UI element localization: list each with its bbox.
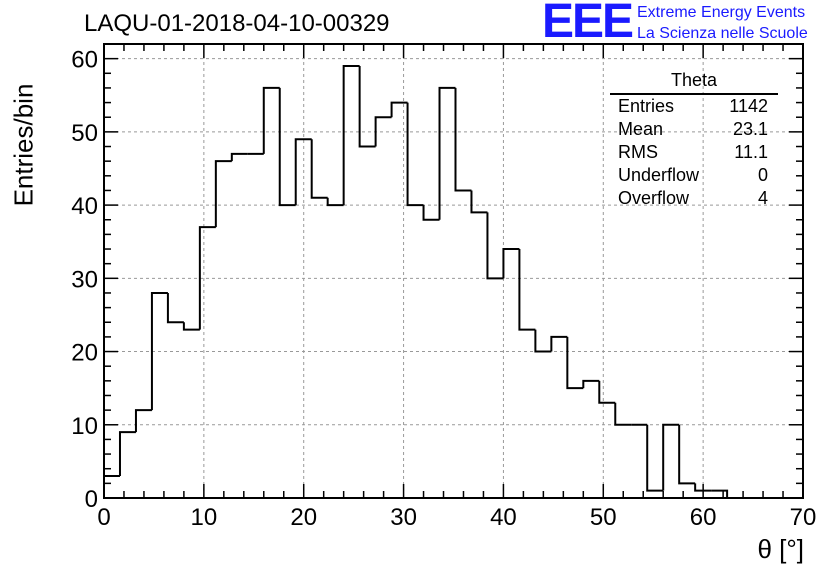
x-tick-label: 40 <box>490 504 517 531</box>
histogram-bin <box>598 380 616 404</box>
stats-box: Theta Entries 1142 Mean 23.1 RMS 11.1 Un… <box>610 70 778 210</box>
histogram-bin <box>566 336 584 390</box>
histogram-bin <box>150 291 168 411</box>
x-tick-label: 60 <box>690 504 717 531</box>
histogram-bin <box>470 190 488 214</box>
histogram-bin <box>678 424 696 485</box>
stats-row: Underflow 0 <box>610 164 778 187</box>
histogram-bin <box>310 139 328 199</box>
histogram-bin <box>486 212 504 280</box>
stats-row: RMS 11.1 <box>610 141 778 164</box>
histogram-bin <box>534 329 552 353</box>
histogram-bin <box>278 87 296 207</box>
x-tick-label: 70 <box>790 504 817 531</box>
stats-label: Entries <box>618 96 675 116</box>
y-tick-label: 10 <box>71 413 98 440</box>
histogram-bin <box>582 379 600 389</box>
histogram-bin <box>214 160 232 228</box>
histogram-bin <box>342 64 360 206</box>
histogram-bin <box>694 483 712 492</box>
x-axis-label: θ [°] <box>757 534 804 564</box>
x-tick-label: 50 <box>590 504 617 531</box>
stats-row: Entries 1142 <box>610 95 778 118</box>
y-tick-label: 0 <box>85 486 98 513</box>
histogram-bin <box>358 65 376 148</box>
stats-value: 4 <box>757 188 768 208</box>
x-tick-label: 30 <box>390 504 417 531</box>
x-tick-label: 0 <box>97 504 110 531</box>
histogram-bin <box>502 248 520 279</box>
stats-value: 11.1 <box>734 142 768 162</box>
histogram-bin <box>103 475 120 498</box>
histogram-bin <box>422 205 440 221</box>
histogram-bin <box>262 86 280 154</box>
histogram-bin <box>614 402 632 426</box>
x-tick-label: 20 <box>290 504 317 531</box>
histogram-bin <box>662 423 680 491</box>
histogram-bin <box>390 101 408 118</box>
histogram-bin <box>182 322 200 331</box>
histogram-bin <box>326 197 344 207</box>
histogram-bin <box>134 409 152 433</box>
x-tick-label: 10 <box>191 504 218 531</box>
histogram-bin <box>518 249 536 331</box>
y-tick-label: 60 <box>71 47 98 74</box>
stats-row: Mean 23.1 <box>610 118 778 141</box>
histogram-bin <box>406 102 424 207</box>
histogram-bin <box>438 86 456 220</box>
org-name: Extreme Energy Events <box>637 4 806 21</box>
stats-value: 23.1 <box>732 119 768 139</box>
histogram-bin <box>294 138 312 206</box>
stats-label: Mean <box>618 119 664 139</box>
histogram-bin <box>454 87 472 192</box>
stats-label: RMS <box>618 142 658 162</box>
stats-value: 0 <box>757 165 768 185</box>
y-tick-label: 50 <box>71 120 98 147</box>
stats-row: Overflow 4 <box>610 187 778 210</box>
histogram-bin <box>550 335 568 352</box>
eee-logo: EEE <box>542 0 634 48</box>
y-tick-label: 20 <box>71 340 98 367</box>
y-tick-label: 30 <box>71 266 98 293</box>
histogram-bin <box>118 431 136 477</box>
histogram-bin <box>198 226 216 330</box>
stats-title: Theta <box>610 70 778 95</box>
org-subtitle: La Scienza nelle Scuole <box>637 25 808 42</box>
chart-title: LAQU-01-2018-04-10-00329 <box>84 10 390 37</box>
histogram-bin <box>374 116 392 147</box>
histogram-bin <box>166 292 184 324</box>
y-tick-label: 40 <box>71 193 98 220</box>
histogram-bin <box>230 152 248 162</box>
histogram-bin <box>646 424 664 492</box>
stats-label: Overflow <box>618 188 690 208</box>
histogram-bin <box>711 489 729 498</box>
plot-frame <box>103 43 804 499</box>
stats-label: Underflow <box>618 165 700 185</box>
stats-value: 1142 <box>729 96 768 116</box>
